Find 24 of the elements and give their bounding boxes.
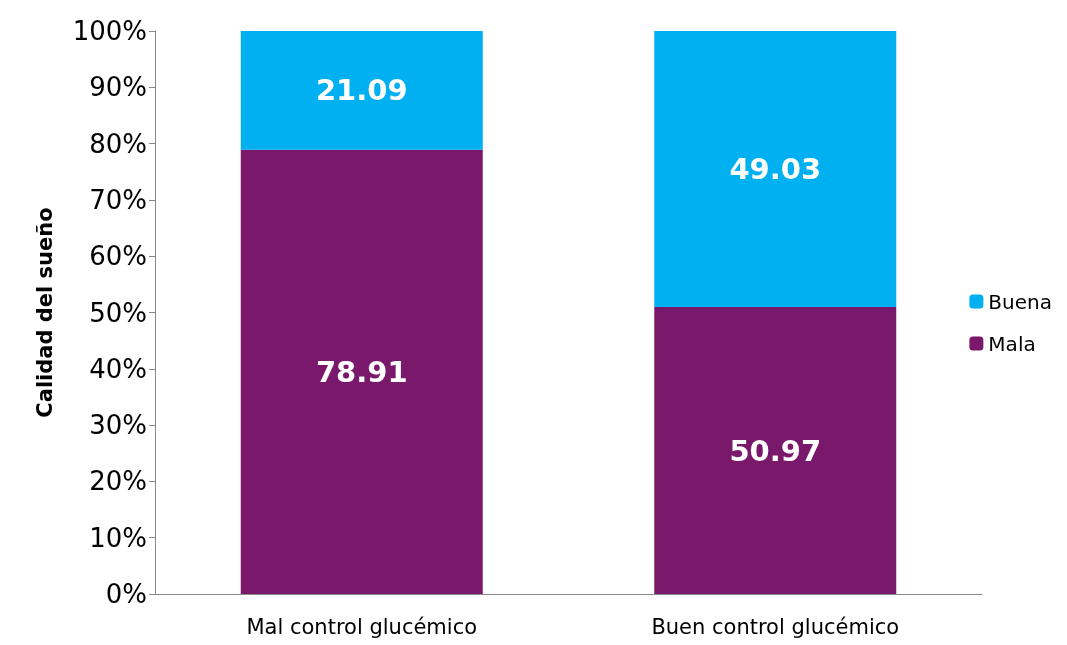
data-label: 21.09 xyxy=(315,73,408,108)
bar xyxy=(240,149,483,594)
data-label: 49.03 xyxy=(729,152,822,187)
y-tick-label: 20% xyxy=(89,466,147,497)
y-tick-label: 30% xyxy=(89,410,147,441)
legend-label: Mala xyxy=(988,331,1036,356)
bar xyxy=(654,31,897,308)
y-tick-label: 10% xyxy=(89,522,147,553)
y-tick-label: 0% xyxy=(105,579,147,609)
data-label: 50.97 xyxy=(729,433,822,468)
y-tick-label: 40% xyxy=(89,353,147,384)
y-axis-title: Calidad del sueño xyxy=(32,207,57,418)
y-tick-label: 50% xyxy=(89,297,147,328)
y-tick-label: 100% xyxy=(72,16,147,46)
data-label: 78.91 xyxy=(315,354,408,389)
y-tick-label: 70% xyxy=(89,184,147,215)
x-tick-label: Mal control glucémico xyxy=(246,614,478,639)
bar xyxy=(654,307,897,594)
y-tick-label: 60% xyxy=(89,241,147,272)
x-tick-label: Buen control glucémico xyxy=(651,614,900,639)
bar xyxy=(240,31,483,150)
y-tick-label: 80% xyxy=(89,128,147,159)
y-tick-label: 90% xyxy=(89,72,147,103)
legend-label: Buena xyxy=(988,289,1053,314)
